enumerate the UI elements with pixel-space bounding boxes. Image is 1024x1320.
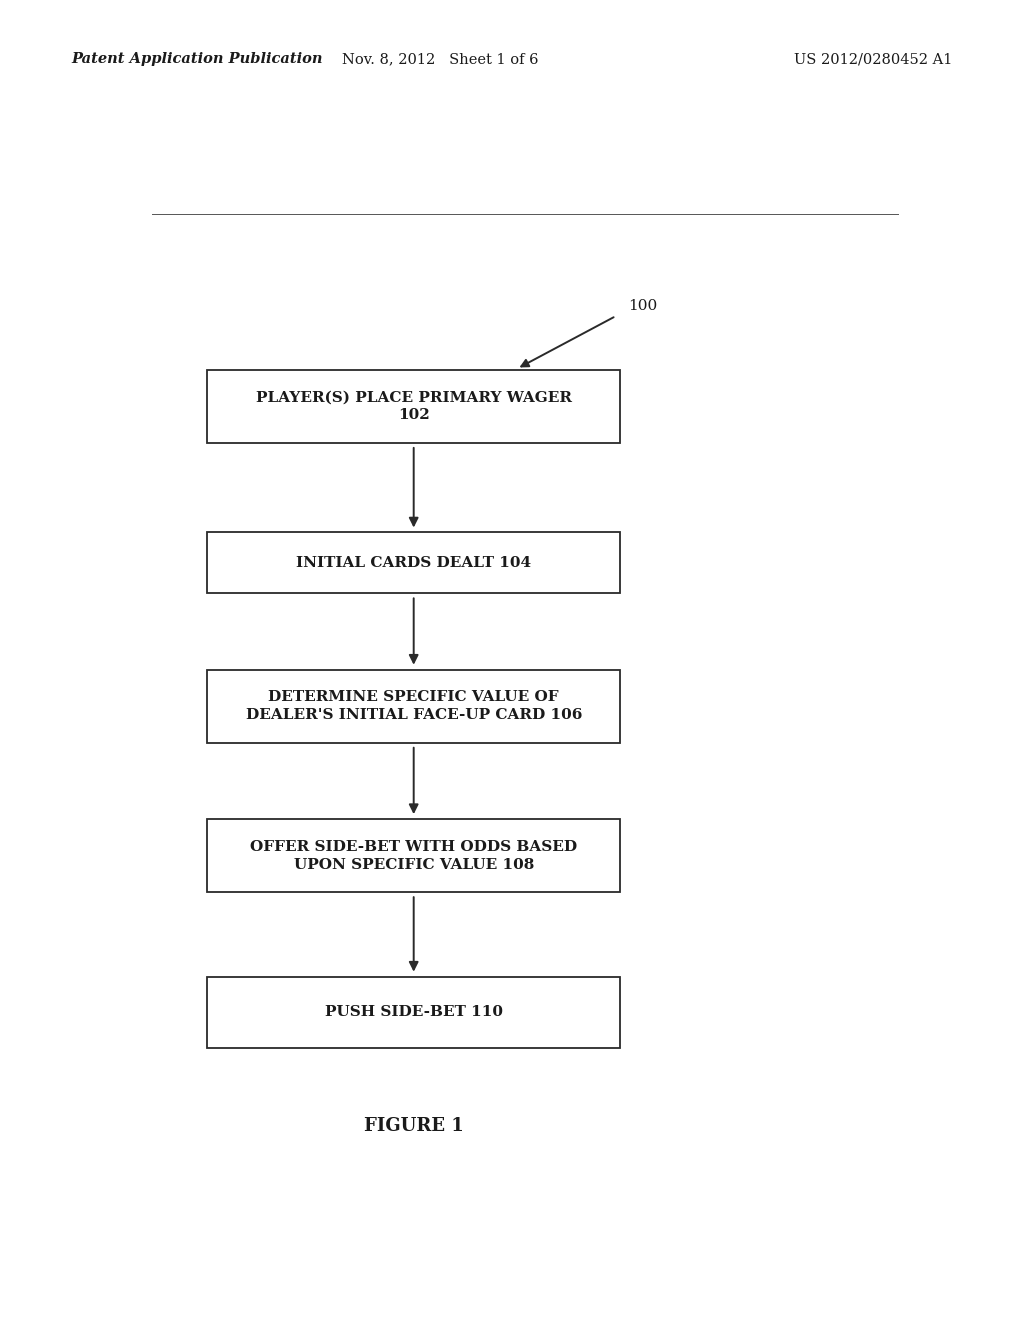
Bar [207, 669, 621, 743]
Text: INITIAL CARDS DEALT 104: INITIAL CARDS DEALT 104 [296, 556, 531, 570]
Text: Patent Application Publication: Patent Application Publication [72, 53, 324, 66]
Text: DETERMINE SPECIFIC VALUE OF
DEALER'S INITIAL FACE-UP CARD 106: DETERMINE SPECIFIC VALUE OF DEALER'S INI… [246, 690, 582, 722]
Text: FIGURE 1: FIGURE 1 [364, 1117, 464, 1135]
Text: OFFER SIDE-BET WITH ODDS BASED
UPON SPECIFIC VALUE 108: OFFER SIDE-BET WITH ODDS BASED UPON SPEC… [250, 840, 578, 871]
Text: US 2012/0280452 A1: US 2012/0280452 A1 [794, 53, 952, 66]
Bar [207, 977, 621, 1048]
Bar [207, 370, 621, 444]
Text: PUSH SIDE-BET 110: PUSH SIDE-BET 110 [325, 1005, 503, 1019]
Text: PLAYER(S) PLACE PRIMARY WAGER
102: PLAYER(S) PLACE PRIMARY WAGER 102 [256, 391, 571, 422]
Text: 100: 100 [628, 298, 657, 313]
Bar [207, 818, 621, 892]
Bar [207, 532, 621, 594]
Text: Nov. 8, 2012   Sheet 1 of 6: Nov. 8, 2012 Sheet 1 of 6 [342, 53, 539, 66]
